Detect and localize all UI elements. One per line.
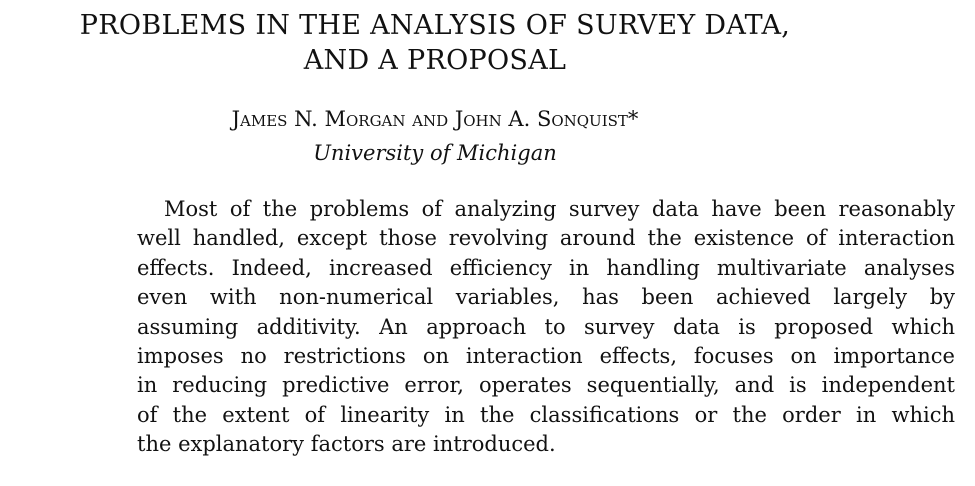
abstract-line: the explanatory factors are introduced.: [137, 432, 556, 457]
paper-title-line-1: PROBLEMS IN THE ANALYSIS OF SURVEY DATA,: [79, 10, 791, 41]
author-affiliation: University of Michigan: [313, 141, 557, 165]
abstract-line: in reducing predictive error, operates s…: [137, 373, 955, 398]
abstract-line: Most of the problems of analyzing survey…: [164, 197, 955, 221]
abstract-line: effects. Indeed, increased efficiency in…: [137, 255, 955, 280]
abstract-line: even with non-numerical variables, has b…: [137, 285, 955, 310]
abstract-line: of the extent of linearity in the classi…: [137, 402, 955, 427]
abstract: Most of the problems of analyzing survey…: [137, 195, 955, 460]
abstract-line: imposes no restrictions on interaction e…: [137, 344, 955, 369]
author-names: James N. Morgan and John A. Sonquist*: [231, 107, 639, 131]
paper-title-line-2: AND A PROPOSAL: [303, 45, 567, 76]
abstract-line: assuming additivity. An approach to surv…: [137, 314, 955, 339]
abstract-line: well handled, except those revolving aro…: [137, 226, 955, 251]
